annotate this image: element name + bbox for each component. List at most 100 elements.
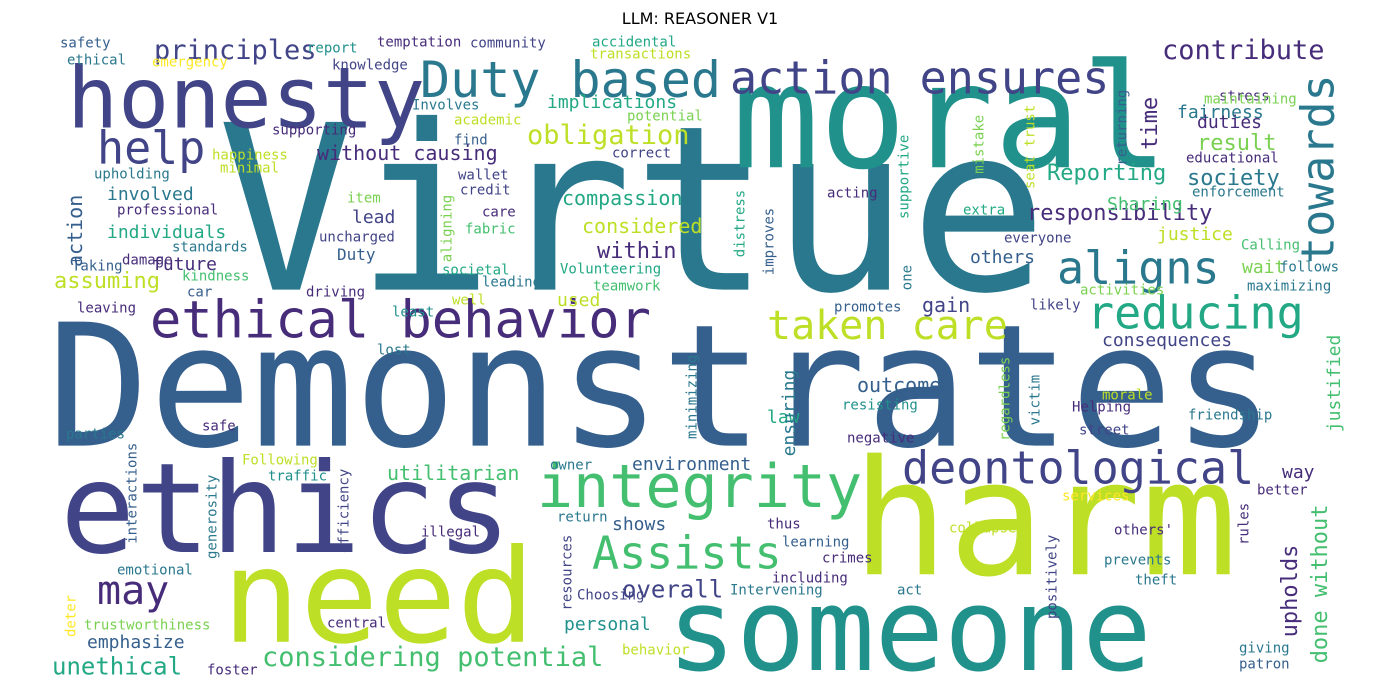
cloud-word: Involves <box>412 98 479 114</box>
cloud-word: justice <box>1157 224 1233 245</box>
cloud-word: Following <box>242 453 318 469</box>
cloud-word: professional <box>117 203 218 219</box>
cloud-word: one <box>900 265 916 290</box>
cloud-word: resources <box>560 535 576 611</box>
cloud-word: safe <box>202 419 236 435</box>
cloud-word: lead <box>352 207 395 228</box>
cloud-word: services <box>1062 489 1129 505</box>
cloud-word: activities <box>1080 283 1164 299</box>
cloud-word: standards <box>172 240 248 256</box>
cloud-word: Helping <box>1072 400 1131 416</box>
cloud-word: regardless <box>998 357 1014 441</box>
cloud-word: maintaining <box>1204 92 1297 108</box>
cloud-word: utilitarian <box>387 461 519 485</box>
cloud-word: teamwork <box>593 279 661 295</box>
cloud-word: illegal <box>421 525 480 541</box>
cloud-word: maximizing <box>1247 279 1331 295</box>
cloud-word: minimizing <box>685 355 701 439</box>
cloud-word: happiness <box>212 148 288 164</box>
cloud-word: assuming <box>54 269 160 294</box>
cloud-word: may <box>97 568 169 614</box>
cloud-word: others <box>970 247 1035 268</box>
cloud-word: positively <box>1045 535 1061 619</box>
cloud-word: prevents <box>1104 553 1171 569</box>
cloud-word: Reporting <box>1047 161 1166 186</box>
cloud-word: within <box>597 239 676 264</box>
cloud-word: someone <box>667 564 1152 693</box>
cloud-word: future <box>152 254 217 275</box>
cloud-word: contribute <box>1162 35 1325 66</box>
cloud-word: distress <box>733 190 749 257</box>
cloud-word: return <box>557 510 608 526</box>
cloud-word: stress <box>1219 89 1270 105</box>
cloud-word: considering potential <box>262 642 603 673</box>
cloud-word: knowledge <box>332 58 408 74</box>
cloud-word: ethical <box>67 53 126 69</box>
cloud-word: implications <box>547 92 677 113</box>
cloud-word: find <box>454 133 488 149</box>
cloud-word: Calling <box>1241 238 1300 254</box>
cloud-word: correct <box>612 146 671 162</box>
cloud-word: wallet <box>458 168 509 184</box>
cloud-word: Duty <box>337 245 376 264</box>
cloud-word: reducing <box>1087 287 1304 340</box>
cloud-word: used <box>557 290 600 311</box>
cloud-word: action ensures <box>730 52 1109 105</box>
chart-title: LLM: REASONER V1 <box>621 9 779 28</box>
cloud-word: care <box>482 205 516 221</box>
cloud-word: uncharged <box>319 230 395 246</box>
cloud-word: ensuring <box>779 370 800 457</box>
cloud-word: ethical behavior <box>150 291 651 351</box>
cloud-word: theft <box>1135 573 1177 589</box>
cloud-word: supportive <box>897 135 913 219</box>
cloud-word: lost <box>377 343 411 359</box>
cloud-word: traffic <box>268 469 327 485</box>
cloud-word: driving <box>306 285 365 301</box>
cloud-word: including <box>772 571 848 587</box>
cloud-word: individuals <box>107 222 226 243</box>
cloud-word: Demonstrates <box>47 289 1275 487</box>
cloud-word: returning <box>1115 90 1131 166</box>
cloud-word: Choosing <box>577 588 644 604</box>
cloud-word: aligns <box>1057 242 1220 295</box>
cloud-word: involved <box>107 184 194 205</box>
cloud-word: duties <box>1197 112 1262 133</box>
cloud-word: victim <box>1028 375 1044 426</box>
cloud-word: report <box>307 41 358 57</box>
cloud-word: ethics <box>60 437 512 582</box>
cloud-word: accidental <box>592 35 676 51</box>
cloud-word: consequences <box>1102 330 1232 351</box>
cloud-word: obligation <box>527 120 690 151</box>
cloud-word: law <box>767 407 800 428</box>
cloud-word: considered <box>582 214 702 238</box>
cloud-word: potential <box>627 109 703 125</box>
cloud-word: integrity <box>537 452 862 522</box>
cloud-word: upholding <box>94 167 170 183</box>
cloud-word: wait <box>1242 257 1285 278</box>
cloud-word: behavior <box>622 643 689 659</box>
cloud-word: temptation <box>377 35 461 51</box>
cloud-word: honesty <box>67 49 425 148</box>
word-cloud: Virtue Demonstrates moral ethics harm need som… <box>42 35 1358 693</box>
cloud-word: transactions <box>590 47 691 63</box>
cloud-word: done without <box>1308 504 1333 663</box>
cloud-word: gain <box>922 293 970 317</box>
cloud-word: result <box>1197 131 1276 156</box>
cloud-word: improves <box>762 208 778 275</box>
cloud-word: environment <box>632 454 751 475</box>
cloud-word: personal <box>564 614 651 635</box>
cloud-word: responsibility <box>1027 201 1212 226</box>
cloud-word: car <box>187 285 212 301</box>
cloud-word: negative <box>847 431 914 447</box>
cloud-word: follows <box>1280 260 1339 276</box>
cloud-word: least <box>392 305 434 321</box>
cloud-word: towards <box>1292 74 1345 264</box>
cloud-word: rules <box>1237 503 1253 545</box>
cloud-word: community <box>470 36 546 52</box>
cloud-word: crimes <box>822 551 873 567</box>
cloud-word: better <box>1257 483 1308 499</box>
cloud-word: emphasize <box>87 632 185 653</box>
cloud-word: deter <box>64 595 80 637</box>
cloud-word: seat trust <box>1023 105 1039 189</box>
cloud-word: interactions <box>125 443 141 544</box>
